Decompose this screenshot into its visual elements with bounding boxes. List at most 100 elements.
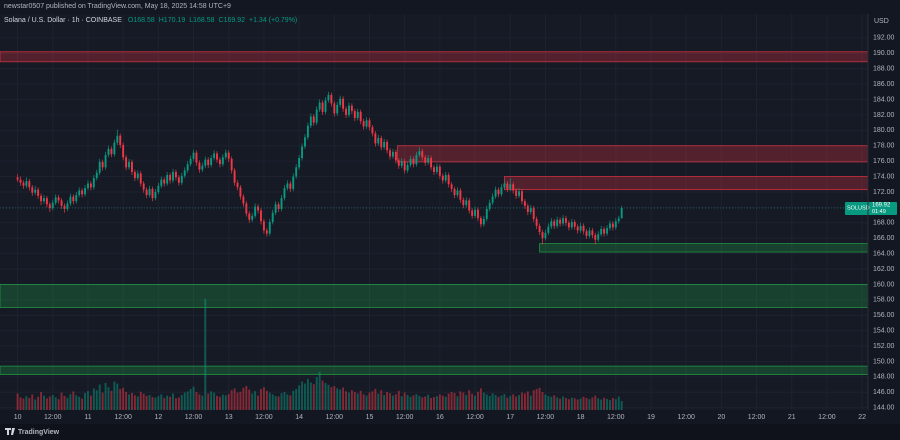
zone: [0, 51, 868, 63]
y-tick-label: 152.00: [873, 343, 895, 350]
volume-bar: [371, 391, 374, 410]
candle-body: [353, 111, 356, 119]
candle-body: [315, 109, 318, 123]
volume-bar: [427, 394, 430, 410]
volume-bar: [201, 395, 204, 410]
x-tick-label: 19: [647, 414, 655, 421]
volume-bar: [45, 398, 48, 410]
volume-bar: [19, 397, 22, 410]
plot-area: [0, 14, 868, 410]
candle-body: [192, 152, 195, 159]
volume-bar: [280, 393, 283, 410]
volume-bar: [204, 299, 207, 410]
volume-bar: [239, 391, 242, 410]
x-tick-label: 12:00: [818, 414, 836, 421]
candle-body: [54, 197, 57, 203]
candle-body: [16, 177, 19, 180]
candle-body: [509, 184, 512, 189]
volume-bar: [324, 383, 327, 410]
candle-body: [230, 158, 233, 171]
volume-bar: [289, 395, 292, 410]
volume-bar: [500, 395, 503, 410]
candle-body: [485, 208, 488, 219]
volume-bar: [482, 392, 485, 410]
volume-bar: [503, 394, 506, 410]
candle-body: [318, 102, 321, 110]
volume-bar: [447, 393, 450, 410]
candle-body: [503, 183, 506, 188]
candle-body: [43, 198, 45, 202]
volume-bar: [556, 397, 559, 410]
x-tick-label: 21: [788, 414, 796, 421]
candle-body: [424, 157, 427, 163]
y-tick-label: 166.00: [873, 235, 895, 242]
volume-bar: [509, 395, 512, 410]
x-tick-label: 12:00: [677, 414, 695, 421]
candle-body: [350, 105, 353, 112]
candle-body: [104, 154, 107, 168]
volume-bar: [221, 394, 224, 410]
candle-body: [295, 167, 298, 177]
candle-body: [521, 191, 523, 202]
volume-bar: [611, 398, 614, 410]
volume-bar: [468, 390, 471, 410]
candle-body: [186, 164, 189, 171]
candle-body: [45, 198, 48, 205]
candle-body: [248, 213, 251, 220]
y-tick-label: 186.00: [873, 81, 895, 88]
candle-body: [289, 183, 292, 189]
candle-body: [28, 181, 31, 188]
volume-bar: [491, 393, 494, 410]
volume-bar: [450, 392, 453, 410]
candle-body: [324, 100, 327, 112]
candle-body: [588, 230, 591, 236]
volume-bar: [260, 389, 262, 410]
y-tick-label: 154.00: [873, 327, 895, 334]
candle-body: [468, 200, 471, 211]
candle-body: [397, 160, 400, 166]
candle-body: [174, 171, 177, 178]
candle-body: [535, 218, 538, 226]
candle-body: [526, 205, 529, 212]
volume-bar: [154, 397, 157, 410]
candle-body: [183, 170, 186, 176]
x-tick-label: 12:00: [466, 414, 484, 421]
x-tick-label: 20: [717, 414, 725, 421]
candle-body: [98, 161, 101, 173]
candle-body: [356, 111, 359, 119]
volume-bar: [424, 396, 427, 410]
candle-body: [51, 202, 54, 209]
candle-body: [438, 166, 441, 176]
volume-bar: [122, 387, 125, 410]
candle-body: [567, 222, 570, 228]
volume-bar: [98, 384, 101, 410]
volume-bar: [218, 396, 221, 410]
candle-body: [136, 173, 139, 179]
volume-bar: [283, 392, 286, 410]
candle-body: [151, 188, 154, 199]
volume-bar: [327, 384, 330, 410]
x-tick-label: 12:00: [607, 414, 625, 421]
candle-body: [512, 184, 515, 191]
candle-body: [163, 179, 166, 184]
candle-body: [538, 225, 541, 233]
zone: [0, 365, 868, 375]
zone: [503, 176, 868, 191]
candle-body: [482, 218, 485, 225]
candle-body: [617, 218, 620, 222]
candle-body: [456, 190, 459, 196]
x-tick-label: 12:00: [537, 414, 555, 421]
volume-bar: [304, 383, 306, 410]
candle-body: [301, 146, 303, 159]
candle-body: [139, 173, 142, 184]
candle-body: [239, 187, 242, 197]
candle-body: [257, 206, 260, 211]
footer-logo: TradingView: [18, 429, 60, 436]
volume-bar: [192, 386, 195, 410]
volume-bar: [362, 394, 365, 410]
candle-body: [418, 151, 421, 155]
y-tick-label: 182.00: [873, 112, 895, 119]
volume-bar: [608, 400, 611, 410]
candle-body: [87, 183, 89, 189]
